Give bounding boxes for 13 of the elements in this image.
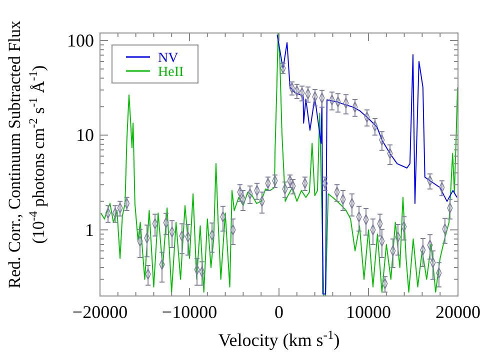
x-tick-label: 10000 bbox=[346, 302, 391, 322]
y-tick-label: 100 bbox=[67, 30, 94, 50]
x-axis-title: Velocity (km s$^{-1}$) bbox=[218, 328, 340, 350]
y-tick-label: 10 bbox=[76, 125, 94, 146]
y-tick-label: 1 bbox=[85, 220, 94, 240]
line-series bbox=[276, 34, 458, 294]
x-tick-label: 20000 bbox=[436, 302, 480, 322]
legend-label: NV bbox=[158, 51, 178, 66]
x-tick-label: 0 bbox=[274, 302, 284, 322]
x-tick-label: −10000 bbox=[162, 302, 218, 322]
line-series bbox=[100, 33, 458, 296]
x-tick-label: −20000 bbox=[72, 302, 128, 322]
legend-label: HeII bbox=[158, 65, 184, 80]
